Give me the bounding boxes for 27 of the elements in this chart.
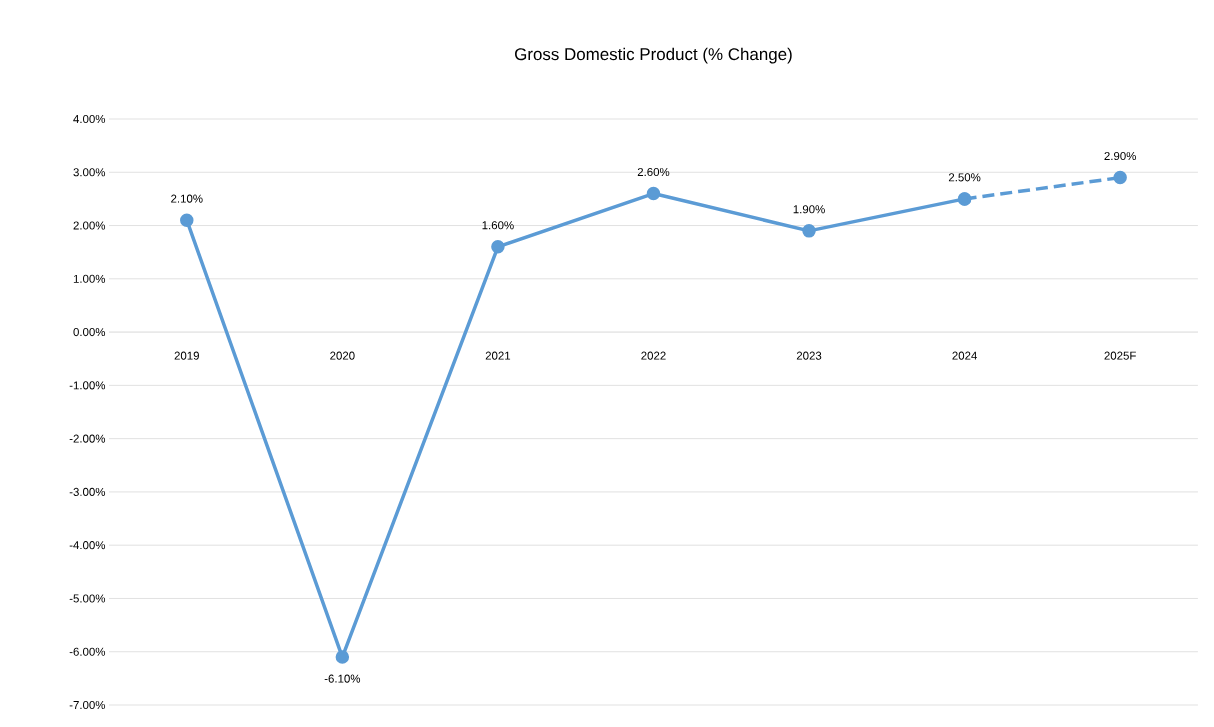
y-tick-label: -6.00% <box>69 647 106 656</box>
x-tick-label: 2021 <box>485 351 511 360</box>
y-tick-label: 0.00% <box>73 328 106 337</box>
y-tick-label: 2.00% <box>73 221 106 230</box>
x-tick-label: 2025F <box>1104 351 1136 360</box>
y-tick-label: -7.00% <box>69 700 106 710</box>
data-label: -6.10% <box>324 674 361 683</box>
data-label: 2.90% <box>1104 151 1136 161</box>
y-tick-label: -4.00% <box>69 541 106 550</box>
data-label: 2.50% <box>948 173 981 182</box>
x-tick-label: 2020 <box>330 351 355 360</box>
x-tick-label: 2023 <box>796 351 822 360</box>
y-tick-label: 4.00% <box>73 114 106 124</box>
x-tick-label: 2024 <box>952 351 977 360</box>
y-tick-label: -1.00% <box>69 381 106 390</box>
x-tick-label: 2019 <box>174 351 199 360</box>
data-label: 2.60% <box>637 167 670 177</box>
y-tick-label: 1.00% <box>73 274 106 283</box>
data-label: 1.90% <box>793 205 825 214</box>
data-label: 1.60% <box>482 221 514 230</box>
x-tick-label: 2022 <box>641 351 666 360</box>
y-tick-label: -5.00% <box>69 594 106 603</box>
y-tick-label: -3.00% <box>69 487 106 496</box>
y-tick-label: -2.00% <box>69 434 106 443</box>
y-tick-label: 3.00% <box>73 168 106 177</box>
chart-title: Gross Domestic Product (% Change) <box>515 47 792 64</box>
data-label: 2.10% <box>171 194 203 203</box>
